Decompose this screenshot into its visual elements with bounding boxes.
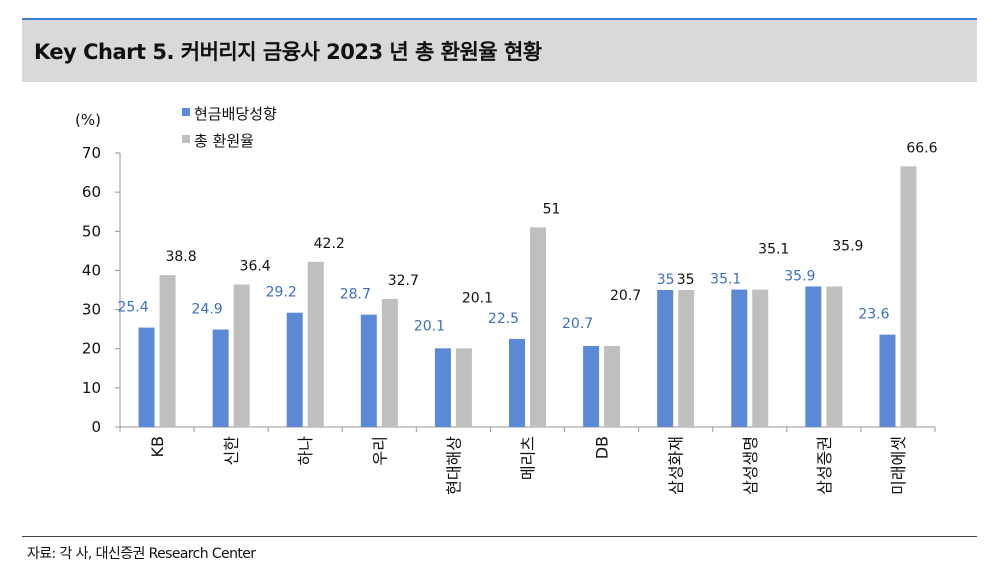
- data-label-total: 32.7: [388, 273, 419, 289]
- data-label-total: 51: [543, 201, 561, 217]
- data-label-dividend: 22.5: [488, 311, 519, 327]
- bar-dividend-payout: [731, 289, 748, 427]
- data-label-total: 35: [677, 272, 695, 288]
- bar-total-return: [900, 166, 917, 427]
- bar-dividend-payout: [879, 334, 896, 427]
- y-tick-label: 10: [82, 379, 101, 397]
- bar-total-return: [455, 348, 472, 427]
- data-label-total: 35.1: [758, 242, 789, 258]
- y-tick-label: 30: [82, 301, 101, 319]
- data-label-dividend: 20.7: [562, 316, 593, 332]
- data-label-total: 20.7: [610, 288, 641, 304]
- legend-swatch-total: [182, 135, 190, 143]
- data-label-total: 38.8: [165, 249, 196, 265]
- category-label: 삼성생명: [741, 436, 760, 495]
- data-label-dividend: 23.6: [858, 307, 889, 323]
- data-label-total: 66.6: [906, 140, 937, 156]
- data-label-dividend: 35: [657, 272, 675, 288]
- data-label-total: 42.2: [314, 236, 345, 252]
- bar-dividend-payout: [434, 348, 451, 427]
- category-label: 메리츠: [519, 436, 538, 480]
- bar-total-return: [233, 284, 250, 427]
- data-label-dividend: 29.2: [266, 285, 297, 301]
- bar-dividend-payout: [212, 329, 229, 427]
- category-label: 현대해상: [444, 436, 463, 495]
- y-tick-label: 20: [82, 340, 101, 358]
- bar-total-return: [530, 227, 546, 427]
- chart-title: Key Chart 5. 커버리지 금융사 2023 년 총 환원율 현황: [34, 40, 542, 64]
- category-label: 삼성화재: [667, 436, 686, 495]
- category-label: 미래에셋: [889, 436, 908, 495]
- bottom-rule: [22, 536, 977, 537]
- data-label-dividend: 28.7: [340, 287, 371, 303]
- y-tick-label: 40: [82, 261, 101, 279]
- bar-total-return: [159, 275, 176, 427]
- category-label: 삼성증권: [815, 436, 834, 495]
- data-label-dividend: 20.1: [414, 318, 445, 334]
- bar-total-return: [381, 299, 398, 427]
- category-label: 하나: [296, 436, 315, 466]
- y-tick-label: 50: [82, 222, 101, 240]
- legend-label-total: 총 환원율: [194, 132, 254, 150]
- bar-dividend-payout: [509, 338, 525, 427]
- category-label: DB: [593, 436, 612, 459]
- title-bar: Key Chart 5. 커버리지 금융사 2023 년 총 환원율 현황: [22, 20, 977, 82]
- category-label: 신한: [222, 436, 241, 466]
- bar-dividend-payout: [286, 312, 303, 427]
- data-label-dividend: 35.9: [784, 268, 815, 284]
- data-label-total: 36.4: [240, 259, 271, 275]
- data-label-total: 20.1: [462, 290, 493, 306]
- bar-total-return: [604, 345, 621, 427]
- data-label-dividend: 24.9: [192, 302, 223, 318]
- bar-total-return: [752, 289, 769, 427]
- top-rule: [22, 18, 977, 20]
- bar-total-return: [826, 286, 843, 427]
- bar-total-return: [307, 261, 324, 427]
- y-axis-label: (%): [75, 111, 101, 129]
- data-label-dividend: 35.1: [710, 272, 741, 288]
- bar-dividend-payout: [805, 286, 822, 427]
- bar-dividend-payout: [138, 327, 155, 427]
- legend-swatch-dividend: [182, 108, 190, 116]
- bar-dividend-payout: [583, 345, 600, 427]
- category-label: KB: [148, 436, 167, 457]
- bar-chart: 0 10 20 30 40 50 60 70 (%) 25.4 38.8 KB 24.9 36.4 신한 29…: [75, 105, 938, 495]
- bar-dividend-payout: [360, 314, 377, 427]
- legend-label-dividend: 현금배당성향: [194, 105, 277, 123]
- bar-total-return: [678, 290, 695, 427]
- data-label-total: 35.9: [832, 238, 863, 254]
- source-note: 자료: 각 사, 대신증권 Research Center: [27, 546, 256, 562]
- data-label-dividend: 25.4: [117, 300, 148, 316]
- y-tick-label: 60: [82, 183, 101, 201]
- bar-dividend-payout: [657, 290, 674, 427]
- y-tick-label: 0: [91, 418, 101, 436]
- y-tick-label: 70: [82, 144, 101, 162]
- category-label: 우리: [370, 436, 389, 465]
